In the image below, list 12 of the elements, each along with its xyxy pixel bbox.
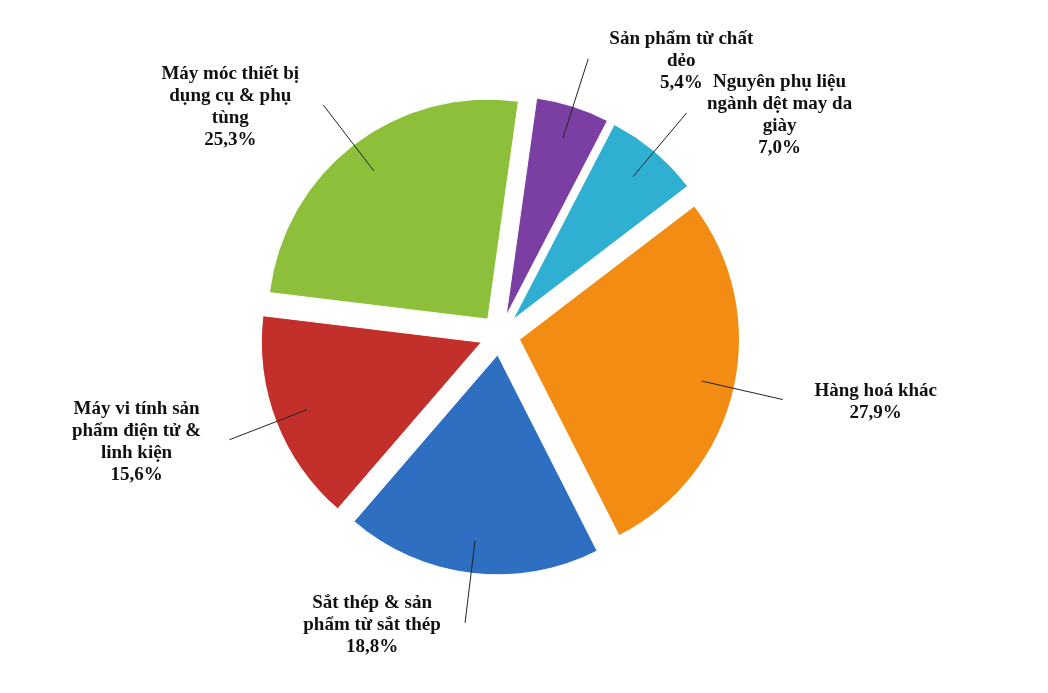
slice-label: Sản phẩm từ chất dẻo	[609, 26, 754, 70]
slice-label: Hàng hoá khác	[814, 378, 937, 400]
data-label: 7,0%	[758, 135, 801, 157]
data-label: 18,8%	[345, 634, 399, 656]
slice-label: Sắt thép & sản phẩm từ sắt thép	[303, 590, 441, 634]
data-label: 27,9%	[849, 400, 902, 422]
slice-label: Máy vi tính sản phẩm điện tử & linh kiện	[71, 396, 202, 462]
slice-label: Máy móc thiết bị dụng cụ & phụ tùng	[161, 62, 300, 128]
data-label: 25,3%	[204, 128, 257, 150]
slice-label: Nguyên phụ liệu ngành dệt may da giày	[706, 69, 853, 135]
data-label: 15,6%	[110, 462, 163, 484]
data-label: 5,4%	[659, 70, 703, 92]
